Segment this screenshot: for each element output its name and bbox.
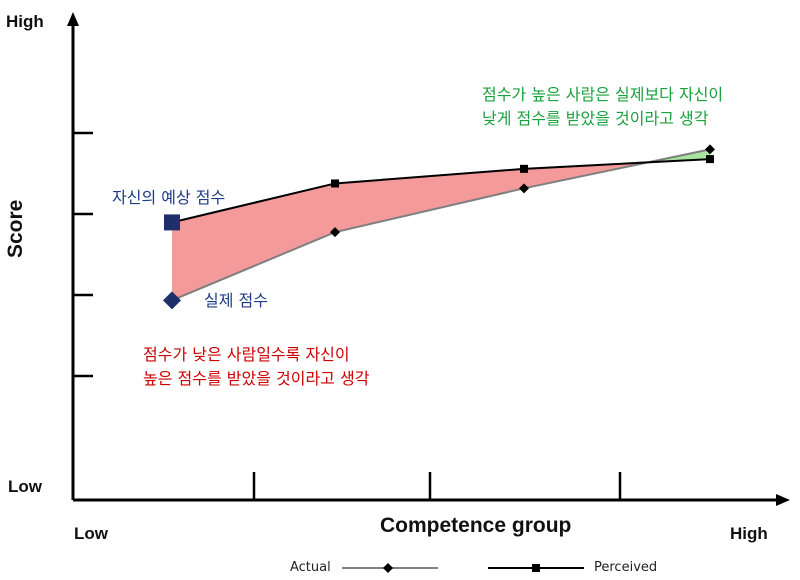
y-axis-arrow [67,12,79,26]
annotation-low-line1: 점수가 낮은 사람일수록 자신이 [143,345,350,364]
annotation-perceived-start: 자신의 예상 점수 [112,188,226,207]
x-tick-high: High [730,524,768,543]
fill-regions [172,149,710,301]
overestimate-region [172,162,648,301]
actual-point [519,183,529,194]
annotation-actual-start: 실제 점수 [204,291,268,310]
legend-marker-actual [383,563,393,573]
perceived-point [706,155,714,164]
actual-point [330,227,340,238]
perceived-point [520,164,528,173]
y-tick-high: High [6,12,44,31]
x-tick-low: Low [74,524,108,543]
annotation-low-line2: 높은 점수를 받았을 것이라고 생각 [143,369,370,388]
axes [67,12,790,506]
y-axis-title: Score [4,199,27,258]
annotation-high-line2: 낮게 점수를 받았을 것이라고 생각 [482,109,709,128]
annotation-high-line1: 점수가 높은 사람은 실제보다 자신이 [482,85,724,104]
series-lines [171,148,711,302]
perceived-point [164,214,180,231]
x-axis-arrow [776,494,790,506]
series-line-actual [171,148,711,302]
legend-marker-perceived [532,564,540,572]
actual-point [705,144,715,155]
legend-label-perceived: Perceived [594,560,658,575]
perceived-point [331,179,339,188]
series-line-perceived [171,158,711,224]
legend-label-actual: Actual [290,560,331,575]
x-axis-title: Competence group [380,514,572,537]
y-tick-low: Low [8,477,42,496]
series-markers [163,144,715,310]
legend-marks [342,563,584,573]
actual-point [163,291,181,310]
